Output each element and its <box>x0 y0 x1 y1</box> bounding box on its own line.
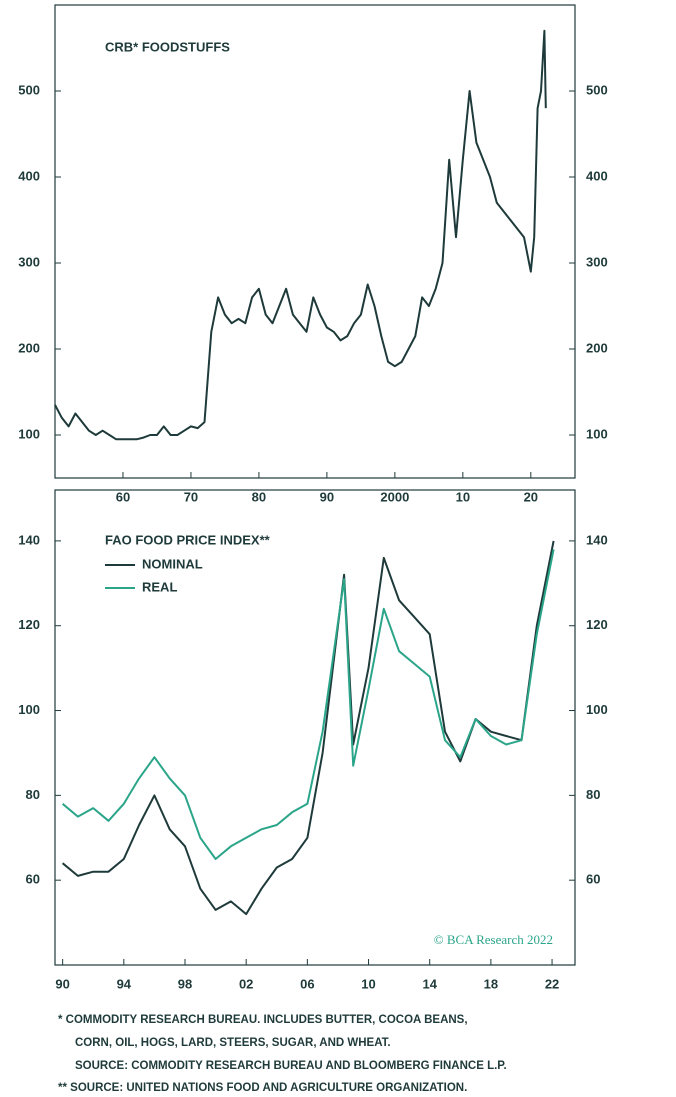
x-tick-label: 14 <box>422 976 437 991</box>
y-tick-label: 80 <box>26 787 40 802</box>
y-tick-label: 60 <box>586 872 600 887</box>
y-tick-label: 500 <box>586 82 608 97</box>
y-tick-label: 80 <box>586 787 600 802</box>
y-tick-label: 300 <box>586 254 608 269</box>
x-tick-label: 02 <box>239 976 253 991</box>
plot-frame <box>54 489 576 966</box>
x-tick-label: 94 <box>117 976 132 991</box>
y-tick-label: 200 <box>586 340 608 355</box>
y-tick-label: 100 <box>586 702 608 717</box>
x-tick-label: 2000 <box>380 489 409 504</box>
x-tick-label: 80 <box>252 489 266 504</box>
note: SOURCE: COMMODITY RESEARCH BUREAU AND BL… <box>75 1060 507 1072</box>
y-tick-label: 400 <box>586 168 608 183</box>
y-tick-label: 500 <box>18 82 40 97</box>
x-tick-label: 10 <box>456 489 470 504</box>
y-tick-label: 60 <box>26 872 40 887</box>
data-line <box>61 540 555 916</box>
note: * COMMODITY RESEARCH BUREAU. INCLUDES BU… <box>58 1014 468 1026</box>
y-tick-label: 200 <box>18 340 40 355</box>
data-line <box>61 549 555 860</box>
y-tick-label: 120 <box>18 617 40 632</box>
note: ** SOURCE: UNITED NATIONS FOOD AND AGRIC… <box>58 1082 467 1094</box>
y-tick-label: 300 <box>18 254 40 269</box>
chart-title: CRB* FOODSTUFFS <box>105 39 230 54</box>
legend-label: NOMINAL <box>142 556 203 571</box>
x-tick-label: 18 <box>484 976 498 991</box>
x-tick-label: 10 <box>361 976 375 991</box>
x-tick-label: 60 <box>116 489 130 504</box>
chart-title: FAO FOOD PRICE INDEX** <box>105 532 271 547</box>
x-tick-label: 90 <box>320 489 334 504</box>
x-tick-label: 06 <box>300 976 314 991</box>
y-tick-label: 140 <box>586 532 608 547</box>
x-tick-label: 70 <box>184 489 198 504</box>
x-tick-label: 22 <box>545 976 559 991</box>
x-tick-label: 90 <box>55 976 69 991</box>
x-tick-label: 20 <box>524 489 538 504</box>
y-tick-label: 400 <box>18 168 40 183</box>
y-tick-label: 140 <box>18 532 40 547</box>
data-line <box>54 29 547 441</box>
y-tick-label: 100 <box>18 702 40 717</box>
y-tick-label: 120 <box>586 617 608 632</box>
note: CORN, OIL, HOGS, LARD, STEERS, SUGAR, AN… <box>75 1037 391 1049</box>
y-tick-label: 100 <box>18 426 40 441</box>
legend-label: REAL <box>142 579 177 594</box>
plot-frame <box>54 4 576 479</box>
x-tick-label: 98 <box>178 976 192 991</box>
annotation: © BCA Research 2022 <box>434 932 553 947</box>
y-tick-label: 100 <box>586 426 608 441</box>
